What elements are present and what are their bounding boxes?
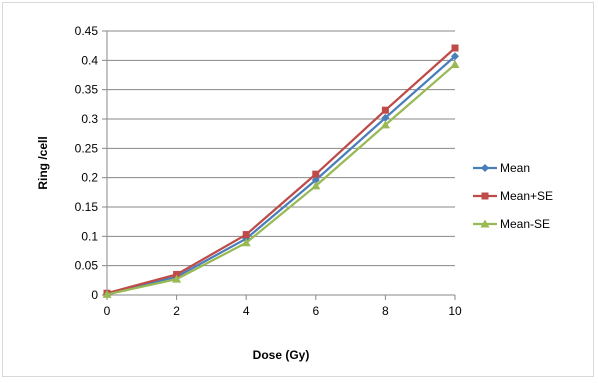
series-line-mean-plus-se: [106, 47, 456, 295]
x-tick-label: 0: [104, 304, 111, 318]
legend-label-mean-plus-se: Mean+SE: [500, 189, 553, 203]
legend-marker-mean-se: [480, 219, 490, 228]
chart-frame: 0 0.05 0.1 0.15 0.2 0.25 0.3 0.35 0.4 0.45 0 2 4 6 8 1…: [2, 2, 594, 377]
y-tick-label: 0.25: [75, 141, 99, 155]
data-point-mean-plus-se: [242, 231, 250, 239]
x-tick-labels: 0 2 4 6 8 10: [104, 304, 462, 318]
data-point-mean-se: [241, 238, 251, 247]
data-point-mean-se: [172, 274, 182, 283]
line-chart: 0 0.05 0.1 0.15 0.2 0.25 0.3 0.35 0.4 0.45 0 2 4 6 8 1…: [36, 24, 553, 362]
y-axis-title: Ring /cell: [36, 136, 50, 189]
data-point-mean-se: [450, 59, 460, 68]
series-group: [102, 44, 460, 298]
legend-marker-mean-plus-se: [481, 192, 489, 200]
x-tick-label: 8: [382, 304, 389, 318]
y-tick-label: 0.05: [75, 259, 99, 273]
y-tick-label: 0.15: [75, 200, 99, 214]
y-tick-label: 0: [91, 288, 98, 302]
x-axis-title: Dose (Gy): [253, 348, 310, 362]
data-point-mean-se: [311, 181, 321, 190]
data-point-mean: [311, 176, 320, 185]
data-point-mean-plus-se: [173, 270, 181, 278]
gridlines: [107, 30, 455, 267]
data-point-mean-plus-se: [381, 106, 389, 114]
data-point-mean: [381, 113, 390, 122]
y-tick-label: 0.45: [75, 24, 99, 38]
legend-label-mean: Mean: [500, 161, 530, 175]
data-point-mean-plus-se: [312, 170, 320, 178]
data-point-mean-plus-se: [451, 44, 459, 52]
y-tick-label: 0.35: [75, 83, 99, 97]
legend-label-mean-se: Mean-SE: [500, 217, 550, 231]
data-point-mean-se: [380, 120, 390, 129]
x-tick-label: 6: [312, 304, 319, 318]
y-tick-label: 0.4: [81, 53, 98, 67]
legend: Mean Mean+SE Mean-SE: [473, 161, 553, 231]
x-tick-label: 4: [243, 304, 250, 318]
legend-marker-mean: [481, 164, 489, 172]
y-tick-label: 0.1: [81, 229, 98, 243]
y-tick-labels: 0 0.05 0.1 0.15 0.2 0.25 0.3 0.35 0.4 0.45: [75, 24, 99, 302]
data-point-mean: [451, 52, 459, 61]
axes: [102, 30, 456, 300]
series-line-mean: [106, 55, 456, 295]
data-point-mean-se: [102, 289, 112, 298]
x-tick-label: 2: [173, 304, 180, 318]
y-tick-label: 0.2: [81, 171, 98, 185]
y-tick-label: 0.3: [81, 112, 98, 126]
x-tick-label: 10: [448, 304, 462, 318]
series-line-mean-se: [106, 63, 456, 296]
